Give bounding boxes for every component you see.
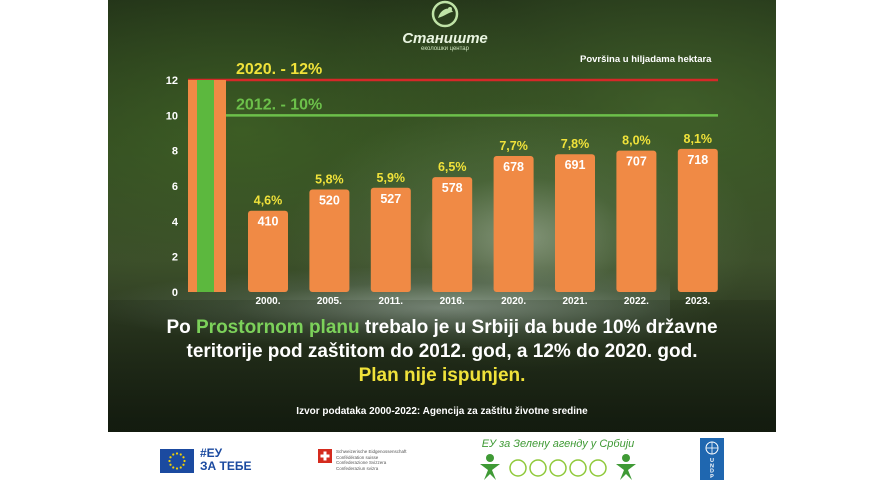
x-tick-label: 2011. [379, 296, 404, 307]
bar-value-label: 678 [503, 160, 524, 174]
bar-value-label: 718 [687, 153, 708, 167]
eu-star [182, 463, 185, 466]
y-tick-label: 4 [172, 216, 179, 228]
swiss-flag-icon [318, 449, 332, 463]
swiss-line: Schweizerische Eidgenossenschaft [336, 449, 407, 454]
bar [616, 150, 657, 292]
logo-subtitle: еколошки центар [421, 46, 469, 52]
x-tick-label: 2016. [440, 296, 465, 307]
y-axis: 0 2 4 6 8 10 12 [166, 75, 179, 299]
eu-for-you-text: #ЕУ ЗА ТЕБЕ [200, 447, 251, 473]
green-agenda-people-icon [480, 454, 636, 480]
caption-text: trebalo je u Srbiji da bude 10% državne [359, 317, 718, 338]
x-tick-label: 2000. [255, 296, 280, 307]
bar [309, 189, 350, 292]
eu-star [179, 453, 182, 456]
eu-star [182, 456, 185, 459]
bars: 410 4,6% 520 5,8% 527 5,9% 578 6,5% 678 7,7% 691 7,… [188, 80, 718, 292]
y-tick-label: 12 [166, 75, 178, 87]
swiss-line: Confederazione Svizzera [336, 460, 387, 465]
swiss-line: Confederaziun svizra [336, 465, 379, 471]
bar-value-label: 707 [626, 155, 647, 169]
swiss-confederation-text: Schweizerische Eidgenossenschaft Confédé… [336, 449, 416, 471]
main-caption: Po Prostornom planu trebalo je u Srbiji … [108, 316, 776, 388]
logo-name: Станиште [402, 30, 488, 47]
eu-line-1: #ЕУ [200, 446, 223, 460]
target-bar-inner [197, 80, 214, 292]
y-tick-label: 6 [172, 181, 178, 193]
reference-line-label: 2020. - 12% [236, 61, 322, 78]
eu-star [169, 456, 172, 459]
bar [432, 177, 473, 292]
bar-percent-label: 5,8% [315, 173, 344, 187]
protected-area-chart: 0 2 4 6 8 10 12 2020. - 12% 2012. - 10% 410 4,6%… [166, 61, 718, 307]
bar-percent-label: 5,9% [377, 171, 406, 185]
x-tick-label: 2023. [685, 296, 710, 307]
bar [677, 148, 718, 292]
bar [555, 154, 595, 292]
eu-star [175, 452, 179, 455]
swiss-line: Confédération suisse [336, 454, 379, 460]
y-tick-label: 8 [172, 146, 178, 158]
bar-percent-label: 6,5% [438, 160, 467, 174]
staniste-logo-icon [431, 0, 459, 28]
undp-letter: N [710, 463, 714, 469]
caption-highlight: Prostornom planu [196, 317, 360, 338]
x-tick-label: 2020. [501, 296, 526, 307]
eu-star [175, 467, 179, 470]
eu-line-2: ЗА ТЕБЕ [200, 459, 252, 473]
bar-value-label: 520 [319, 194, 340, 208]
caption-line-1: Po Prostornom planu trebalo je u Srbiji … [108, 316, 776, 340]
bar-value-label: 527 [380, 192, 401, 206]
undp-letter: P [710, 474, 714, 480]
x-tick-label: 2005. [317, 296, 342, 307]
green-agenda-title: ЕУ за Зелену агенду у Србији [481, 438, 635, 450]
x-tick-label: 2022. [624, 296, 649, 307]
x-axis: 2000. 2005. 2011. 2016. 2020. 2021. 2022. 2023. [255, 296, 710, 307]
y-tick-label: 0 [172, 287, 178, 299]
bar-percent-label: 7,7% [499, 139, 527, 153]
data-source: Izvor podataka 2000-2022: Agencija za za… [296, 406, 588, 417]
bar-percent-label: 8,1% [684, 132, 713, 146]
bar [493, 155, 534, 292]
unit-note: Površina u hiljadama hektara [580, 54, 712, 65]
undp-letter: D [710, 469, 714, 475]
undp-letter: U [710, 458, 714, 464]
caption-backdrop [108, 300, 776, 432]
eu-star [172, 453, 175, 456]
footer [0, 432, 895, 480]
y-tick-label: 10 [166, 110, 178, 122]
eu-flag-icon [160, 449, 194, 473]
caption-line-3: Plan nije ispunjen. [358, 365, 526, 386]
eu-star [183, 459, 186, 463]
x-tick-label: 2021. [562, 296, 587, 307]
caption-text: Po [166, 317, 196, 338]
y-tick-label: 2 [172, 252, 178, 264]
bar-percent-label: 7,8% [561, 137, 590, 151]
bar-value-label: 691 [565, 158, 586, 172]
bar [248, 210, 288, 292]
eu-star [169, 463, 172, 466]
eu-star [179, 466, 182, 469]
bar [370, 187, 411, 292]
reference-line-label: 2012. - 10% [236, 96, 322, 113]
bar-value-label: 578 [442, 181, 463, 195]
caption-line-2: teritorije pod zaštitom do 2012. god, a … [186, 341, 698, 362]
bar-percent-label: 4,6% [254, 194, 283, 208]
eu-star [172, 466, 175, 469]
eu-star [168, 459, 171, 463]
bar-percent-label: 8,0% [622, 134, 651, 148]
reference-lines: 2020. - 12% 2012. - 10% [188, 61, 718, 117]
bar-value-label: 410 [258, 215, 279, 229]
